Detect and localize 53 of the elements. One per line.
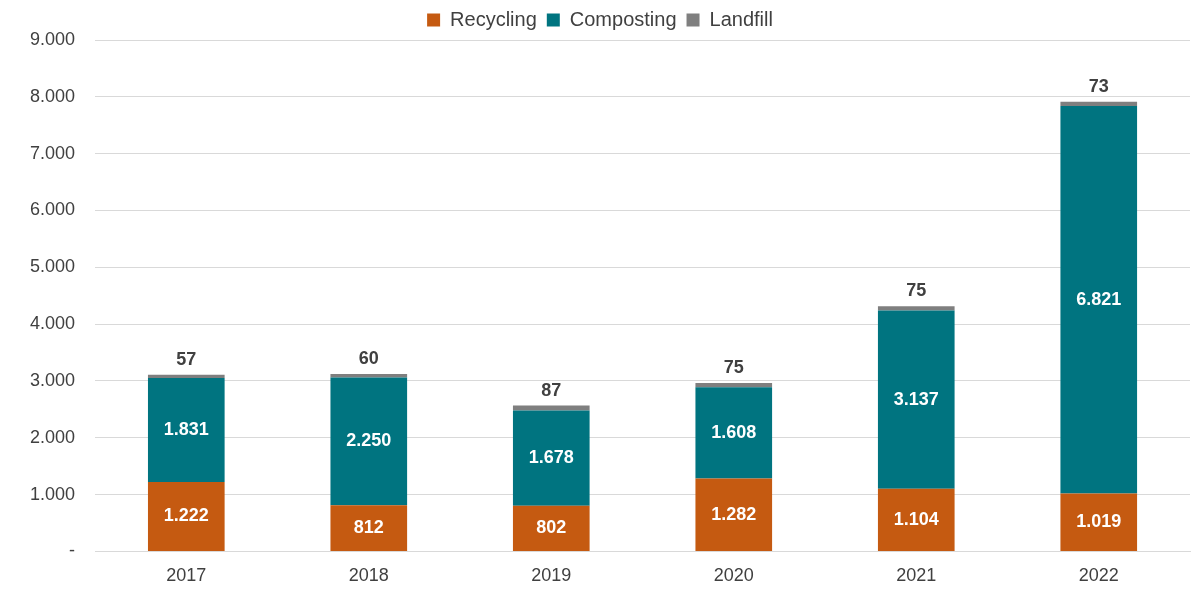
data-label: 87 xyxy=(541,379,562,400)
data-label: 57 xyxy=(176,348,197,369)
bar xyxy=(1060,101,1138,106)
bar xyxy=(695,387,773,479)
bar xyxy=(1060,493,1138,551)
y-tick-label: 7.000 xyxy=(30,142,76,163)
bar xyxy=(330,377,408,506)
bar xyxy=(1060,105,1138,494)
data-label: 802 xyxy=(536,517,567,538)
y-tick-label: 9.000 xyxy=(30,28,76,49)
data-label: 2.250 xyxy=(346,430,392,451)
y-tick-label: 2.000 xyxy=(30,426,76,447)
x-tick-label: 2019 xyxy=(531,565,572,586)
data-label: 1.019 xyxy=(1076,511,1122,532)
data-label: 6.821 xyxy=(1076,288,1122,309)
y-tick-label: 4.000 xyxy=(30,313,76,334)
data-label: 73 xyxy=(1088,75,1109,96)
data-label: 812 xyxy=(353,517,384,538)
x-tick-label: 2020 xyxy=(713,565,754,586)
data-label: 75 xyxy=(723,356,744,377)
x-tick-label: 2018 xyxy=(348,565,389,586)
bar xyxy=(877,310,955,489)
x-tick-label: 2021 xyxy=(896,565,937,586)
x-tick-label: 2022 xyxy=(1078,565,1119,586)
data-label: 1.104 xyxy=(893,508,939,529)
y-tick-label: 1.000 xyxy=(30,483,76,504)
bar xyxy=(877,488,955,551)
legend-label: Landfill xyxy=(709,7,773,30)
bar xyxy=(695,382,773,388)
y-tick-label: 5.000 xyxy=(30,256,76,277)
data-label: 1.831 xyxy=(163,418,209,439)
data-label: 1.608 xyxy=(711,421,757,442)
data-label: 75 xyxy=(906,280,927,301)
data-label: 1.222 xyxy=(163,505,209,526)
x-tick-label: 2017 xyxy=(166,565,207,586)
y-tick-label: 3.000 xyxy=(30,369,76,390)
bar xyxy=(877,306,955,311)
bar xyxy=(512,505,590,551)
y-tick-label: 8.000 xyxy=(30,85,76,106)
y-tick-label: 6.000 xyxy=(30,199,76,220)
data-label: 1.678 xyxy=(528,447,574,468)
legend-label: Composting xyxy=(569,7,677,30)
legend-label: Recycling xyxy=(450,7,537,30)
bar xyxy=(330,505,408,551)
bar xyxy=(147,481,225,551)
y-tick-label: - xyxy=(69,540,76,561)
bar xyxy=(512,410,590,506)
data-label: 60 xyxy=(358,347,379,368)
bar xyxy=(147,377,225,482)
bar xyxy=(147,374,225,378)
bar xyxy=(695,478,773,551)
data-label: 3.137 xyxy=(893,388,939,409)
data-label: 1.282 xyxy=(711,503,757,524)
